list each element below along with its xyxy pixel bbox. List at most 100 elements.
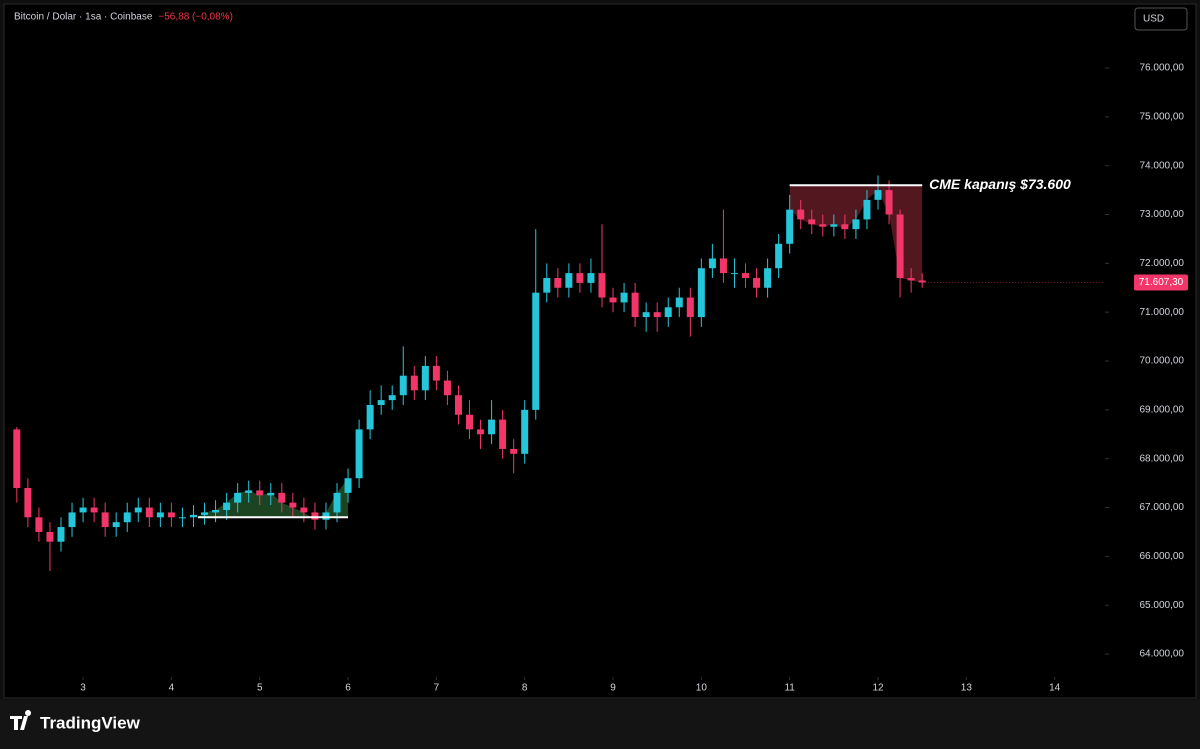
candle-body [620, 292, 628, 303]
y-tick-label: 73.000,00 [1140, 209, 1185, 220]
candle-body [477, 429, 485, 435]
currency-button[interactable] [1134, 7, 1188, 31]
y-tick-label: 68.000,00 [1140, 453, 1185, 464]
candle-body [399, 375, 407, 396]
candle-body [653, 312, 661, 318]
y-tick-label: 67.000,00 [1140, 502, 1185, 513]
candle-body [753, 278, 761, 288]
candle-body [201, 512, 209, 515]
y-tick-label: 74.000,00 [1140, 160, 1185, 171]
x-tick-label: 11 [784, 683, 795, 694]
candle-body [57, 527, 65, 542]
candle-body [609, 297, 617, 303]
y-tick-label: 70.000,00 [1140, 356, 1185, 367]
candle-body [598, 273, 606, 298]
candle-body [841, 224, 849, 230]
candle-body [68, 512, 76, 528]
candle-body [278, 492, 286, 503]
candle-body [256, 490, 264, 496]
candle-body [388, 395, 396, 401]
candle-body [156, 512, 164, 518]
candle-body [421, 365, 429, 391]
footer [0, 700, 1200, 749]
candle-body [521, 409, 529, 454]
y-tick-label: 71.000,00 [1140, 307, 1185, 318]
candle-body [366, 404, 374, 430]
candle-body [123, 512, 131, 523]
level-zone [197, 478, 349, 520]
candle-body [918, 280, 926, 283]
candle-body [786, 209, 794, 244]
candle-body [697, 268, 705, 318]
candle-body [234, 492, 242, 503]
y-tick-label: 66.000,00 [1140, 551, 1185, 562]
candle-body [377, 400, 385, 405]
candle-body [189, 514, 197, 518]
candle-body [289, 502, 297, 508]
candle-body [675, 297, 683, 308]
y-tick-label: 72.000,00 [1140, 258, 1185, 269]
candle-body [797, 209, 805, 220]
candle-body [543, 278, 551, 293]
candle-body [300, 507, 308, 513]
candle-body [587, 273, 595, 283]
candle-body [808, 219, 816, 225]
candle-body [863, 199, 871, 220]
y-tick-label: 75.000,00 [1140, 111, 1185, 122]
candle-body [212, 509, 220, 513]
chart-title: Bitcoin / Dolar · 1sa · Coinbase [14, 12, 153, 23]
x-tick-label: 9 [610, 683, 616, 694]
candle-body [554, 278, 562, 288]
candle-body [245, 490, 253, 493]
x-tick-label: 7 [434, 683, 440, 694]
x-tick-label: 6 [345, 683, 351, 694]
x-tick-label: 5 [257, 683, 263, 694]
candle-body [686, 297, 694, 318]
candle-body [775, 243, 783, 269]
candle-body [311, 512, 319, 520]
candle-body [454, 395, 462, 415]
y-tick-label: 65.000,00 [1140, 600, 1185, 611]
candle-body [223, 502, 231, 510]
x-tick-label: 12 [872, 683, 884, 694]
candle-body [35, 517, 43, 532]
candle-body [344, 478, 352, 493]
candle-body [852, 219, 860, 230]
candle-body [874, 190, 882, 200]
candle-body [79, 507, 87, 513]
x-tick-label: 8 [522, 683, 528, 694]
x-tick-label: 10 [696, 683, 708, 694]
candle-body [24, 488, 32, 518]
candle-body [742, 273, 750, 278]
candle-body [896, 214, 904, 278]
candle-body [145, 507, 153, 518]
currency-label[interactable]: USD [1143, 14, 1164, 25]
brand-logo [10, 710, 32, 730]
candle-body [355, 429, 363, 479]
candle-body [410, 375, 418, 391]
brand: TradingView [40, 713, 141, 732]
candle-body [885, 190, 893, 215]
candle-body [764, 268, 772, 288]
candle-body [532, 292, 540, 410]
candle-body [322, 512, 330, 520]
candle-body [432, 365, 440, 381]
x-tick-label: 4 [169, 683, 175, 694]
candle-body [13, 429, 21, 488]
y-tick-label: 64.000,00 [1140, 649, 1185, 660]
candle-body [443, 380, 451, 396]
candle-body [167, 512, 175, 518]
candle-body [819, 224, 827, 227]
level-label: CME kapanış $73.600 [929, 176, 1071, 192]
candle-body [267, 492, 275, 496]
candle-body [830, 224, 838, 227]
candle-body [565, 273, 573, 288]
candle-body [642, 312, 650, 318]
y-tick-label: 76.000,00 [1140, 63, 1185, 74]
price-change: −56,88 (−0,08%) [158, 12, 233, 23]
candle-body [708, 258, 716, 269]
candle-body [333, 492, 341, 513]
chart-frame [3, 3, 1197, 699]
y-tick-label: 69.000,00 [1140, 405, 1185, 416]
